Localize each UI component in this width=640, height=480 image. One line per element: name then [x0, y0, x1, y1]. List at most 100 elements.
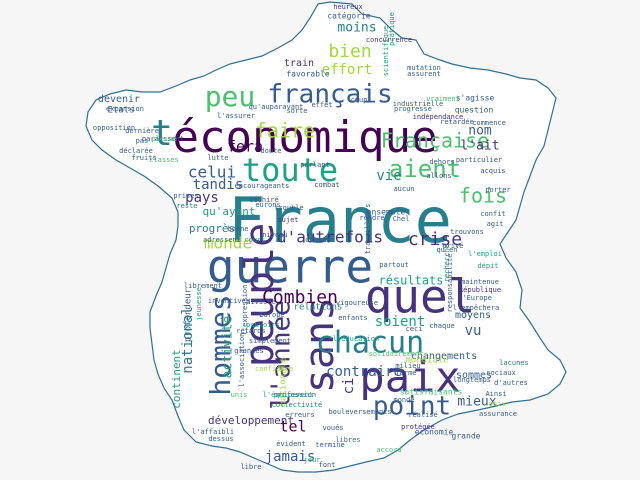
word-cloud-word: réalisé: [408, 411, 438, 419]
word-cloud-word: profession: [274, 391, 316, 399]
word-cloud-word: Chel: [393, 215, 410, 223]
word-cloud-word: classes: [149, 156, 179, 164]
word-cloud-word: relations: [294, 303, 343, 313]
word-cloud-word: celui: [188, 163, 236, 182]
word-cloud-word: unis: [231, 391, 248, 399]
word-cloud-word: bonne: [227, 225, 248, 233]
word-cloud-word: doute: [260, 147, 281, 155]
word-cloud-word: qu'auparavant: [249, 103, 304, 111]
word-cloud-word: t: [151, 113, 173, 154]
word-cloud-word: paraissent: [142, 135, 184, 143]
word-cloud-word: l'ait: [460, 139, 499, 154]
word-cloud-word: Europe: [259, 311, 284, 319]
word-cloud-word: acquis: [480, 167, 505, 175]
word-cloud-word: opposition: [93, 124, 135, 132]
word-cloud-word: changements: [411, 351, 477, 362]
word-cloud-word: parlant: [300, 161, 330, 169]
word-cloud-word: quel: [365, 270, 476, 324]
word-cloud-word: devenir: [98, 94, 140, 105]
word-cloud-word: grande: [452, 432, 481, 441]
word-cloud-word: niveau: [262, 231, 287, 239]
word-cloud-word: d'ordre: [305, 236, 335, 244]
word-cloud-word: l'assurer: [217, 112, 255, 120]
word-cloud-word: protégée: [401, 423, 435, 431]
word-cloud-word: train: [284, 58, 314, 69]
word-cloud-word: bien: [328, 41, 371, 62]
word-cloud-word: unis: [489, 400, 506, 408]
word-cloud-word: nom: [468, 124, 492, 139]
word-cloud-word: économie: [415, 427, 454, 437]
word-cloud-word: assurent: [407, 70, 441, 78]
word-cloud-word: ceci: [406, 325, 423, 333]
word-cloud-word: guerre: [207, 240, 373, 294]
word-cloud-word: déclarée: [119, 147, 153, 155]
word-cloud-word: forme: [395, 369, 416, 377]
word-cloud-word: France: [228, 184, 452, 257]
word-cloud-word: industrielle: [393, 100, 444, 108]
word-cloud-word: pratique: [388, 12, 396, 46]
word-cloud-word: l'affaibli: [192, 428, 234, 436]
word-cloud-word: l'expression: [241, 285, 249, 336]
word-cloud-word: fois: [459, 184, 507, 208]
word-cloud-word: autre: [309, 236, 330, 244]
word-cloud-word: dépit: [477, 262, 498, 270]
word-cloud-word: d'autrefois: [277, 228, 383, 247]
word-cloud-word: l'année: [267, 300, 297, 410]
word-cloud-word: termine: [315, 441, 345, 449]
word-cloud-word: enfants: [338, 314, 368, 322]
word-cloud-word: cours: [244, 236, 265, 244]
word-cloud-word: dehors: [429, 158, 454, 166]
word-cloud-word: Combien: [262, 287, 338, 308]
word-cloud-word: nationale: [279, 358, 289, 407]
word-cloud-word: ensemble: [367, 208, 406, 217]
word-cloud-word: jeunesse: [195, 287, 203, 321]
word-cloud-word: responsabilité: [446, 253, 454, 312]
word-cloud-word: fera: [227, 138, 263, 156]
word-cloud-word: sociaux: [486, 369, 516, 377]
word-cloud-word: privé: [442, 242, 463, 250]
word-cloud-word: rendre: [359, 214, 384, 222]
word-cloud-word: aient: [389, 155, 461, 183]
word-cloud-word: longtemps: [453, 376, 491, 384]
word-cloud-word: économique: [173, 112, 438, 163]
word-cloud-word: vraiment: [426, 95, 460, 103]
word-cloud-word: l'éducation: [333, 335, 379, 343]
word-cloud-word: dessus: [208, 435, 233, 443]
word-cloud-word: mutation: [407, 64, 441, 72]
word-cloud-word: développement: [208, 414, 294, 427]
word-cloud-word: combat: [314, 181, 339, 189]
word-cloud-word: paix: [359, 353, 460, 402]
word-cloud-word: simplement: [249, 337, 291, 345]
france-map-outline: [85, 1, 567, 473]
word-cloud-word: l'Europe: [458, 294, 492, 302]
word-cloud-word: reste: [176, 202, 197, 210]
word-cloud-word: prises: [173, 192, 198, 200]
word-cloud-word: tandis: [193, 177, 244, 193]
word-cloud-word: effet: [311, 101, 332, 109]
word-cloud-word: l'association: [238, 333, 246, 388]
word-cloud-word: jamais: [265, 449, 316, 465]
word-cloud-word: adressent: [203, 236, 241, 244]
word-cloud-word: satisfaisants: [400, 388, 463, 397]
word-cloud-word: moyens: [455, 310, 491, 321]
word-cloud-word: pays: [185, 190, 219, 206]
word-cloud-word: fruits: [131, 154, 156, 162]
word-cloud-word: aucun: [393, 185, 414, 193]
word-cloud-word: collectivité: [272, 401, 323, 409]
word-cloud-word: concurrence: [366, 36, 412, 44]
word-cloud-word: grandes: [234, 347, 264, 355]
word-cloud-word: Française: [381, 129, 489, 153]
word-cloud-word: catégorie: [327, 11, 371, 21]
word-cloud-word: pas: [136, 137, 149, 145]
word-cloud-word: bouleversements: [328, 408, 391, 416]
word-cloud-word: sujet: [277, 216, 298, 224]
word-cloud-word: progrès: [189, 222, 235, 235]
word-cloud-word: confit: [480, 210, 505, 218]
word-cloud-word: s'agisse: [456, 94, 495, 103]
word-cloud-word: toute: [242, 151, 338, 189]
word-cloud-word: vu: [465, 323, 482, 339]
word-cloud-word: profondeur: [184, 287, 194, 342]
word-cloud-word: chacun: [316, 326, 424, 361]
word-cloud-word: peuple: [237, 223, 283, 368]
